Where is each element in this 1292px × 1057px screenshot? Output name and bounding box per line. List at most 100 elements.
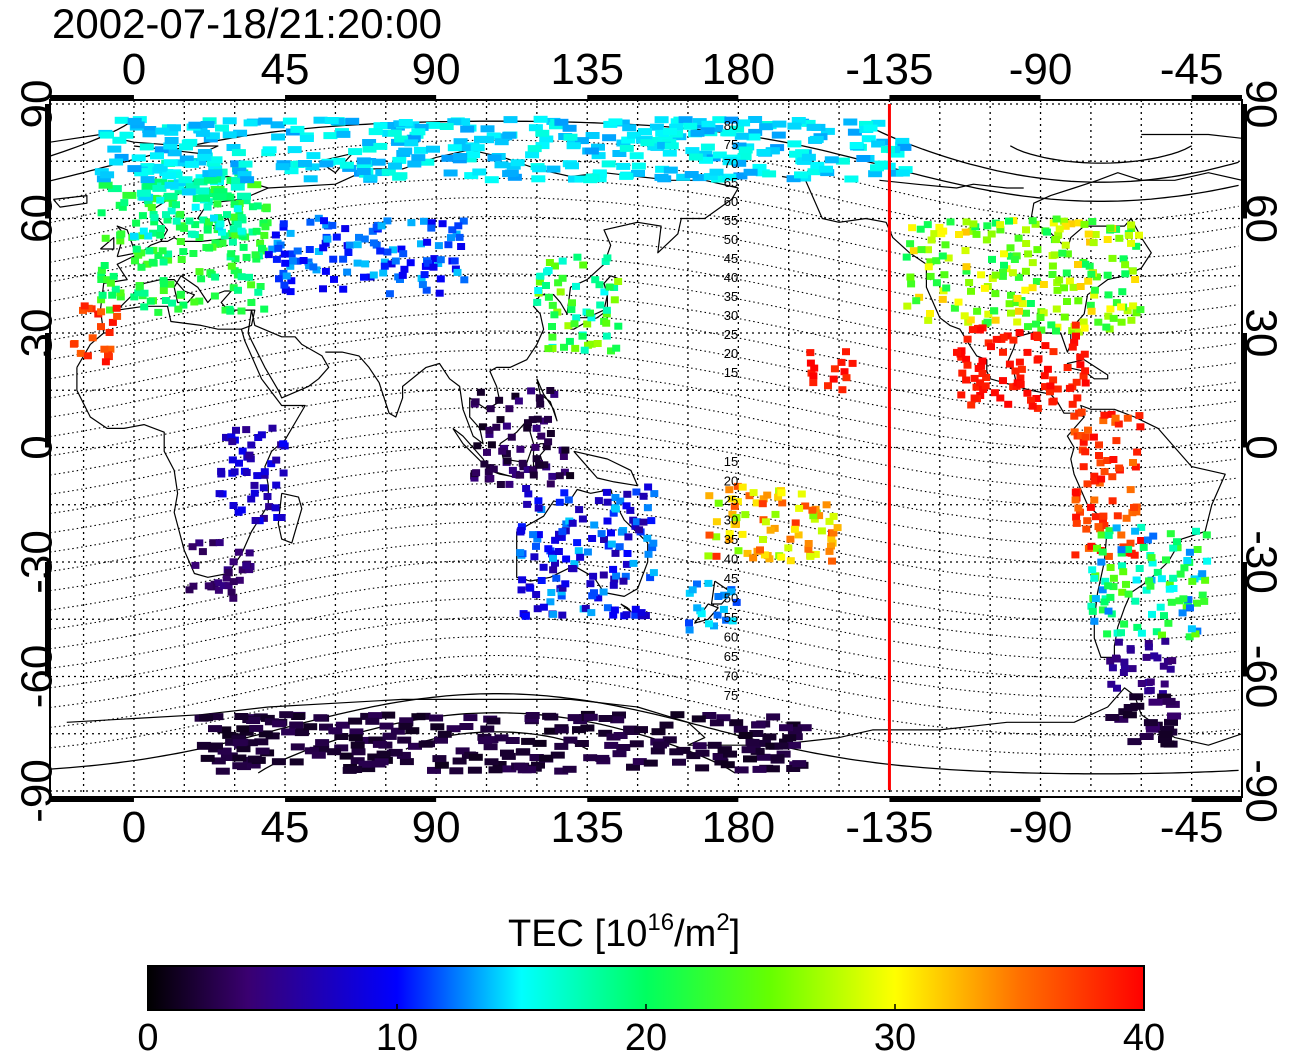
tec-point bbox=[426, 121, 441, 129]
tec-point bbox=[761, 518, 770, 526]
tec-point bbox=[547, 589, 556, 596]
tec-point bbox=[583, 548, 592, 556]
tec-point bbox=[1097, 558, 1106, 566]
tec-point bbox=[210, 214, 218, 222]
tec-point bbox=[1143, 719, 1158, 727]
tec-point bbox=[100, 131, 114, 139]
tec-point bbox=[612, 711, 626, 719]
tec-point bbox=[676, 173, 691, 181]
tec-point bbox=[1130, 551, 1139, 559]
tec-point bbox=[83, 352, 92, 360]
tec-point bbox=[548, 472, 557, 480]
tec-point bbox=[743, 755, 757, 763]
tec-point bbox=[109, 158, 124, 166]
tec-point bbox=[1000, 261, 1008, 269]
tec-point bbox=[394, 273, 403, 281]
tec-point bbox=[472, 168, 487, 176]
tec-point bbox=[299, 257, 308, 264]
tec-point bbox=[631, 169, 645, 177]
tec-point bbox=[214, 586, 223, 594]
tec-point bbox=[727, 495, 736, 503]
tec-point bbox=[1203, 557, 1212, 565]
tec-point bbox=[809, 379, 818, 387]
tec-point bbox=[983, 318, 992, 326]
tec-point bbox=[236, 745, 251, 753]
tec-point bbox=[586, 580, 595, 588]
tec-point bbox=[361, 765, 376, 773]
tec-point bbox=[305, 262, 314, 270]
tec-point bbox=[230, 160, 245, 168]
tec-point bbox=[260, 231, 269, 239]
tec-point bbox=[546, 387, 555, 394]
tec-point bbox=[662, 149, 677, 157]
tec-point bbox=[1106, 305, 1115, 313]
tec-point bbox=[1104, 582, 1113, 590]
tec-point bbox=[116, 237, 125, 245]
axis-labels: 0 45 90 135 180 -135 -90 -45 0 45 90 135 180 -135 -90… bbox=[12, 45, 1285, 852]
tec-point bbox=[1089, 239, 1098, 247]
tec-point bbox=[1060, 284, 1068, 292]
tec-point bbox=[786, 557, 795, 565]
tec-point bbox=[856, 155, 871, 162]
tec-point bbox=[163, 142, 178, 150]
tec-point bbox=[406, 134, 421, 142]
tec-point bbox=[795, 504, 804, 512]
tec-point bbox=[584, 147, 599, 155]
tec-point bbox=[287, 250, 296, 258]
tec-point bbox=[1080, 350, 1089, 358]
tec-point bbox=[138, 212, 147, 220]
tec-point bbox=[546, 598, 555, 606]
tec-point bbox=[1153, 654, 1162, 662]
tec-point bbox=[1131, 276, 1140, 283]
tec-point bbox=[560, 489, 569, 497]
tec-point bbox=[598, 715, 613, 722]
tec-point bbox=[961, 228, 970, 236]
mlat-label-north: 30 bbox=[724, 308, 738, 323]
tec-point bbox=[968, 326, 977, 334]
tec-point bbox=[1023, 389, 1032, 397]
tec-point bbox=[1097, 475, 1106, 483]
tec-point bbox=[838, 386, 847, 394]
tec-point bbox=[649, 569, 658, 577]
tec-point bbox=[863, 124, 878, 132]
tec-point bbox=[515, 748, 530, 756]
tec-point bbox=[961, 247, 970, 255]
tec-point bbox=[669, 748, 684, 756]
tec-point bbox=[765, 147, 780, 155]
tec-point bbox=[332, 233, 341, 241]
tec-point bbox=[1186, 604, 1194, 612]
tec-point bbox=[258, 730, 273, 738]
tec-point bbox=[663, 166, 678, 174]
tec-point bbox=[1188, 577, 1197, 585]
tec-point bbox=[595, 754, 610, 762]
tec-point bbox=[107, 145, 122, 153]
tec-point bbox=[999, 333, 1008, 341]
tec-point bbox=[1112, 299, 1121, 307]
tec-point bbox=[229, 213, 238, 221]
tec-point bbox=[684, 171, 699, 178]
tec-point bbox=[712, 753, 727, 760]
tec-point bbox=[631, 162, 646, 170]
tec-point bbox=[579, 261, 588, 269]
tec-point bbox=[808, 506, 817, 514]
mlat-contour bbox=[50, 693, 1239, 775]
mlat-label-south: 55 bbox=[724, 610, 738, 625]
tec-point bbox=[220, 232, 229, 240]
tec-point bbox=[237, 273, 246, 281]
tec-point bbox=[480, 460, 489, 468]
tec-point bbox=[259, 514, 268, 522]
tec-point bbox=[833, 524, 842, 532]
tec-point bbox=[1074, 504, 1083, 512]
tec-point bbox=[390, 727, 405, 735]
tec-point bbox=[388, 748, 403, 756]
tec-point bbox=[732, 598, 741, 606]
tec-point bbox=[967, 287, 975, 295]
tec-point bbox=[770, 524, 779, 532]
tec-point bbox=[626, 131, 641, 139]
tec-point bbox=[1101, 577, 1110, 585]
tec-point bbox=[1055, 225, 1064, 233]
tec-point bbox=[215, 490, 224, 498]
tec-point bbox=[1165, 581, 1174, 589]
tec-point bbox=[1127, 239, 1135, 247]
tec-point bbox=[231, 735, 246, 743]
